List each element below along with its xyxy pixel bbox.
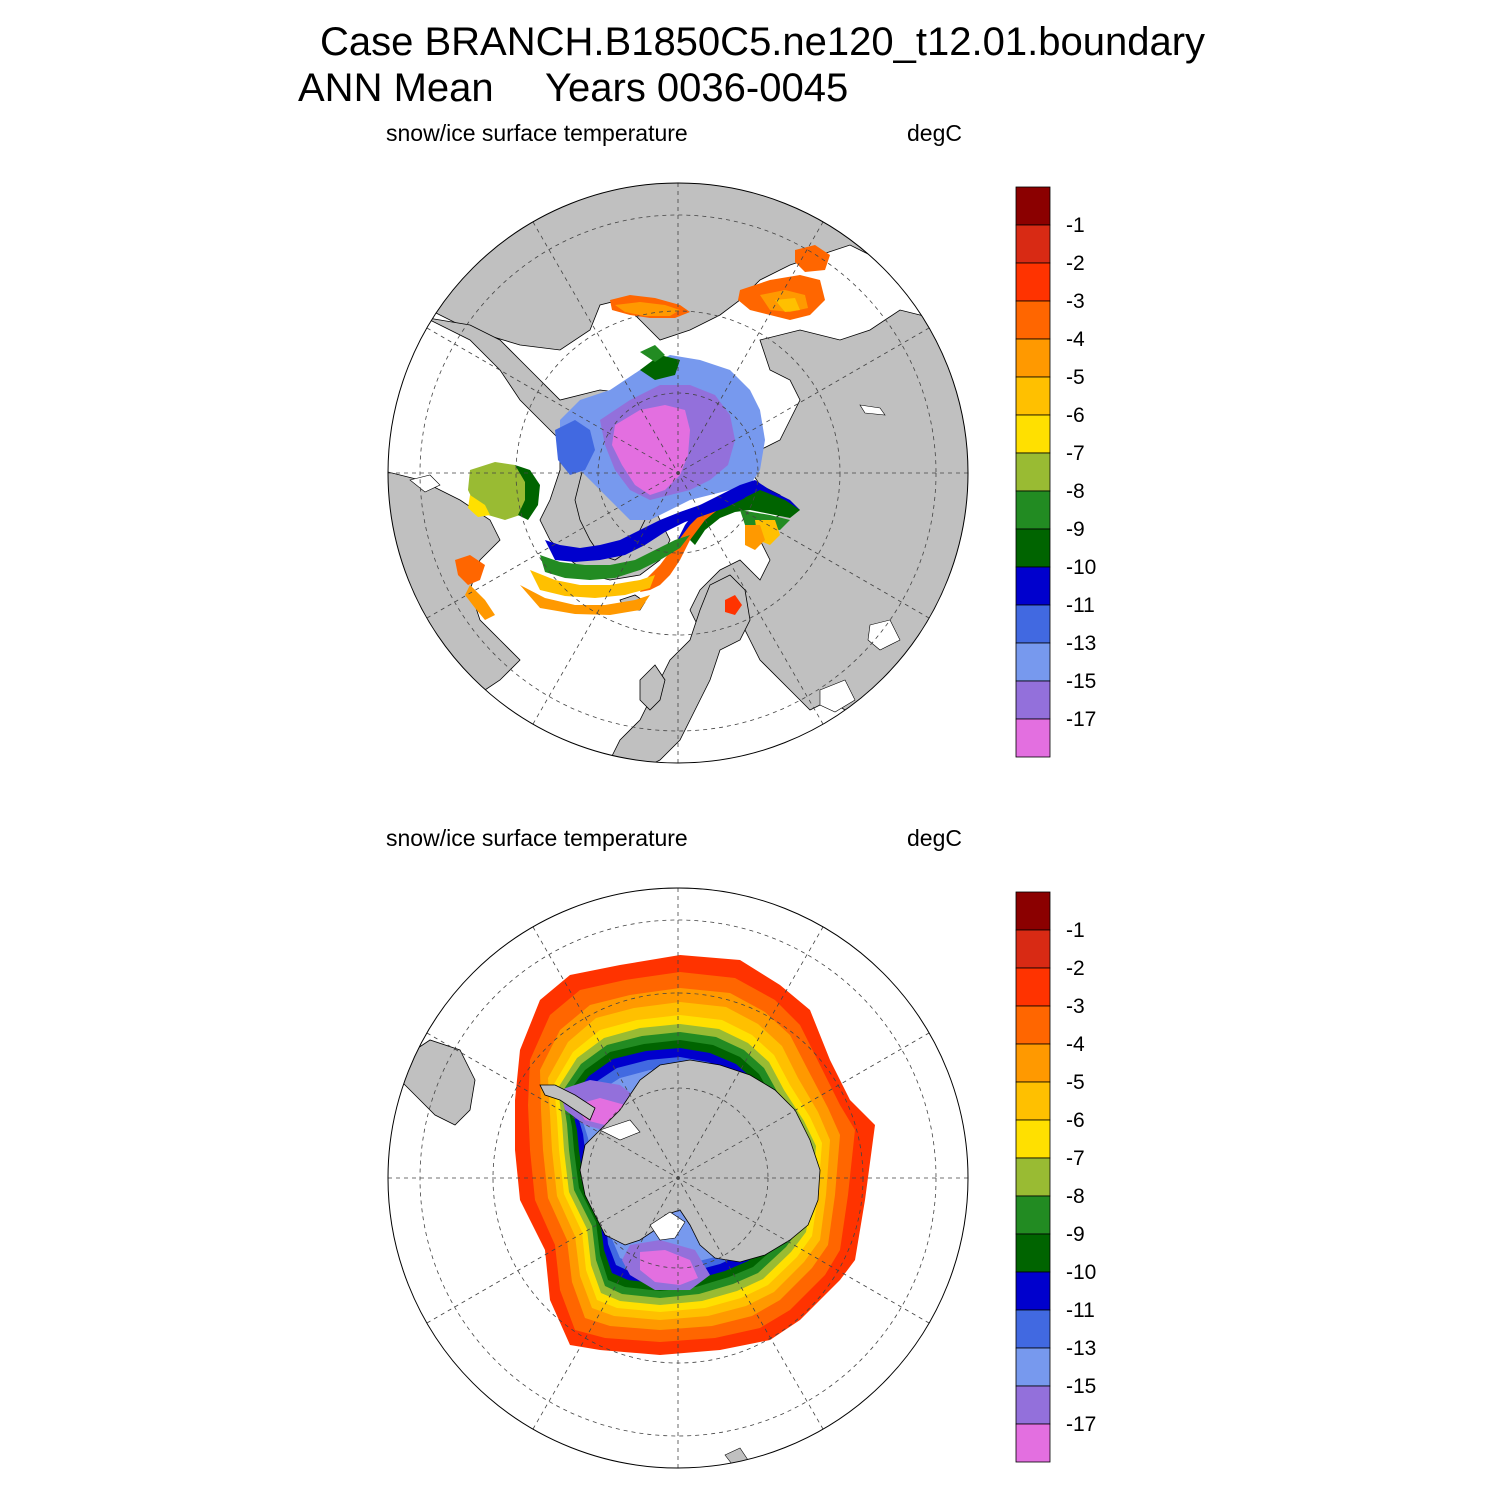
south-colorbar-swatch [1015,1233,1051,1273]
south-colorbar-label: -11 [1066,1299,1095,1322]
north-colorbar-swatch [1015,566,1051,606]
south-colorbar-label: -6 [1066,1109,1085,1132]
south-colorbar-label: -10 [1066,1261,1096,1284]
south-colorbar-swatch [1015,891,1051,931]
south-colorbar-swatch [1015,1157,1051,1197]
south-colorbar-swatch [1015,1423,1051,1463]
north-colorbar-swatch [1015,338,1051,378]
south-colorbar-swatch [1015,1309,1051,1349]
south-colorbar-swatch [1015,1195,1051,1235]
north-variable-label: snow/ice surface temperature [386,120,688,146]
south-graticule [388,888,968,1468]
south-colorbar-label: -7 [1066,1147,1085,1170]
south-colorbar-label: -3 [1066,995,1085,1018]
south-colorbar-label: -17 [1066,1413,1096,1436]
north-colorbar-swatch [1015,528,1051,568]
plot-title-years: Years 0036-0045 [545,66,849,110]
south-colorbar-swatch [1015,1385,1051,1425]
north-polar-map [387,182,969,764]
south-colorbar-label: -15 [1066,1375,1096,1398]
south-america [399,1039,476,1126]
south-colorbar-label: -9 [1066,1223,1085,1246]
north-colorbar-swatch [1015,300,1051,340]
north-colorbar-label: -13 [1066,632,1096,655]
south-map-content [388,888,968,1468]
south-colorbar-swatch [1015,1347,1051,1387]
south-colorbar: -1 -2 -3 -4 -5 -6 -7 -8 -9 -10 -11 -13 -15 -17 [1015,891,1096,1463]
plot-title-line1: Case BRANCH.B1850C5.ne120_t12.01.boundar… [320,20,1206,64]
north-colorbar-swatch [1015,186,1051,226]
antarctica [539,1059,821,1263]
north-colorbar-label: -5 [1066,366,1085,389]
north-colorbar-label: -10 [1066,556,1096,579]
north-colorbar-swatch [1015,224,1051,264]
south-colorbar-label: -13 [1066,1337,1096,1360]
south-units-label: degC [907,825,962,851]
south-colorbar-swatch [1015,929,1051,969]
south-ice-shelves [599,1119,686,1241]
south-colorbar-swatch [1015,1081,1051,1121]
south-colorbar-label: -2 [1066,957,1085,980]
north-colorbar-swatch [1015,376,1051,416]
north-colorbar-label: -6 [1066,404,1085,427]
north-map-content [388,183,968,763]
north-colorbar-label: -1 [1066,214,1085,237]
north-colorbar-label: -3 [1066,290,1085,313]
south-colorbar-label: -5 [1066,1071,1085,1094]
south-variable-label: snow/ice surface temperature [386,825,688,851]
north-sea-ice-field [455,245,830,620]
plot-title-season: ANN Mean [298,66,494,110]
south-colorbar-label: -4 [1066,1033,1085,1056]
north-colorbar-label: -2 [1066,252,1085,275]
south-colorbar-swatch [1015,1271,1051,1311]
south-colorbar-swatch [1015,1119,1051,1159]
south-polar-map [387,887,969,1469]
south-colorbar-swatch [1015,1005,1051,1045]
north-colorbar-label: -7 [1066,442,1085,465]
north-colorbar-label: -17 [1066,708,1096,731]
north-colorbar-swatch [1015,490,1051,530]
south-colorbar-label: -8 [1066,1185,1085,1208]
north-graticule [388,183,968,763]
south-colorbar-swatch [1015,1043,1051,1083]
north-units-label: degC [907,120,962,146]
south-map-border [387,887,969,1469]
north-colorbar-swatch [1015,262,1051,302]
north-colorbar-swatch [1015,452,1051,492]
north-colorbar-swatch [1015,642,1051,682]
south-colorbar-label: -1 [1066,919,1085,942]
north-colorbar-swatch [1015,680,1051,720]
north-lakes [409,404,901,713]
north-colorbar-label: -4 [1066,328,1085,351]
north-colorbar-label: -8 [1066,480,1085,503]
north-colorbar-label: -9 [1066,518,1085,541]
north-colorbar-swatch [1015,414,1051,454]
north-map-border [387,182,969,764]
north-colorbar-swatch [1015,604,1051,644]
north-colorbar-label: -15 [1066,670,1096,693]
south-colorbar-swatch [1015,967,1051,1007]
north-colorbar-label: -11 [1066,594,1095,617]
north-colorbar-swatch [1015,718,1051,758]
north-colorbar: -1 -2 -3 -4 -5 -6 -7 -8 -9 -10 -11 -13 -15 -17 [1015,186,1096,758]
